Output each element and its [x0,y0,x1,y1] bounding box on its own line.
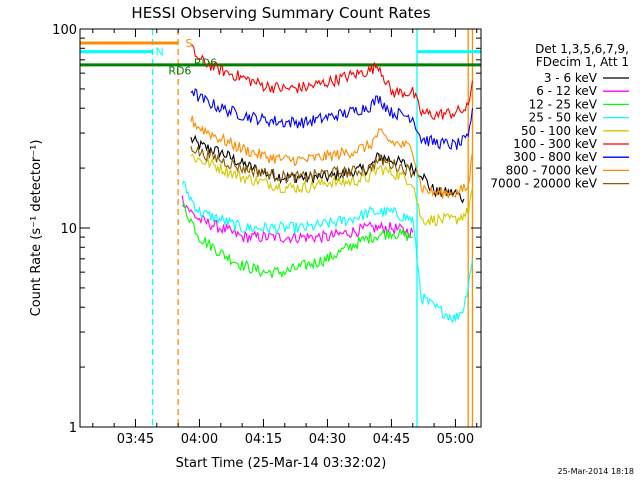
series-line-6 [190,88,474,150]
x-tick-label-1: 04:00 [181,432,218,447]
flag-bars [80,41,481,67]
legend-label-3: 25 - 50 keV [529,111,598,125]
series-line-5 [190,44,474,121]
legend-label-5: 100 - 300 keV [513,137,597,151]
x-tick-label-3: 04:30 [309,432,346,447]
series-line-4 [190,153,474,227]
timestamp: 25-Mar-2014 18:18 [558,467,635,476]
x-axis-label: Start Time (25-Mar-14 03:32:02) [176,456,387,471]
legend-label-8: 7000 - 20000 keV [490,177,597,191]
flag-annotation-2: RD6 [168,64,191,77]
y-tick-label-0: 1 [69,421,77,436]
legend: Det 1,3,5,6,7,9, FDecim 1, Att 1 3 - 6 k… [490,42,629,191]
x-tick-label-4: 04:45 [373,432,410,447]
y-tick-label-1: 10 [60,222,77,237]
x-axis-ticks: 03:45 04:00 04:15 04:30 04:45 05:00 [92,29,478,447]
legend-label-1: 6 - 12 keV [536,84,598,98]
flag-annotation-3: RD6 [194,56,217,69]
legend-header-line-1: Det 1,3,5,6,7,9, [535,42,629,56]
legend-label-4: 50 - 100 keV [521,124,598,138]
series-line-3 [181,180,474,324]
legend-label-7: 800 - 7000 keV [506,163,598,177]
series-line-2 [181,201,413,279]
legend-label-6: 300 - 800 keV [513,150,597,164]
x-tick-label-0: 03:45 [117,432,154,447]
legend-header-line-2: FDecim 1, Att 1 [536,55,629,69]
chart-title: HESSI Observing Summary Count Rates [131,4,430,22]
legend-label-2: 12 - 25 keV [529,97,598,111]
series-line-7 [190,115,474,199]
series-lines [181,44,474,324]
flag-annotation-1: N [156,46,164,59]
legend-label-0: 3 - 6 keV [544,71,598,85]
y-axis-label: Count Rate (s⁻¹ detector⁻¹) [29,140,44,317]
series-line-1 [181,195,414,244]
y-axis-ticks: 1 10 100 [52,23,481,436]
series-line-8 [190,146,414,184]
x-tick-label-2: 04:15 [245,432,282,447]
flag-annotation-0: S [185,37,192,50]
x-tick-label-5: 05:00 [437,432,474,447]
y-tick-label-2: 100 [52,23,77,38]
